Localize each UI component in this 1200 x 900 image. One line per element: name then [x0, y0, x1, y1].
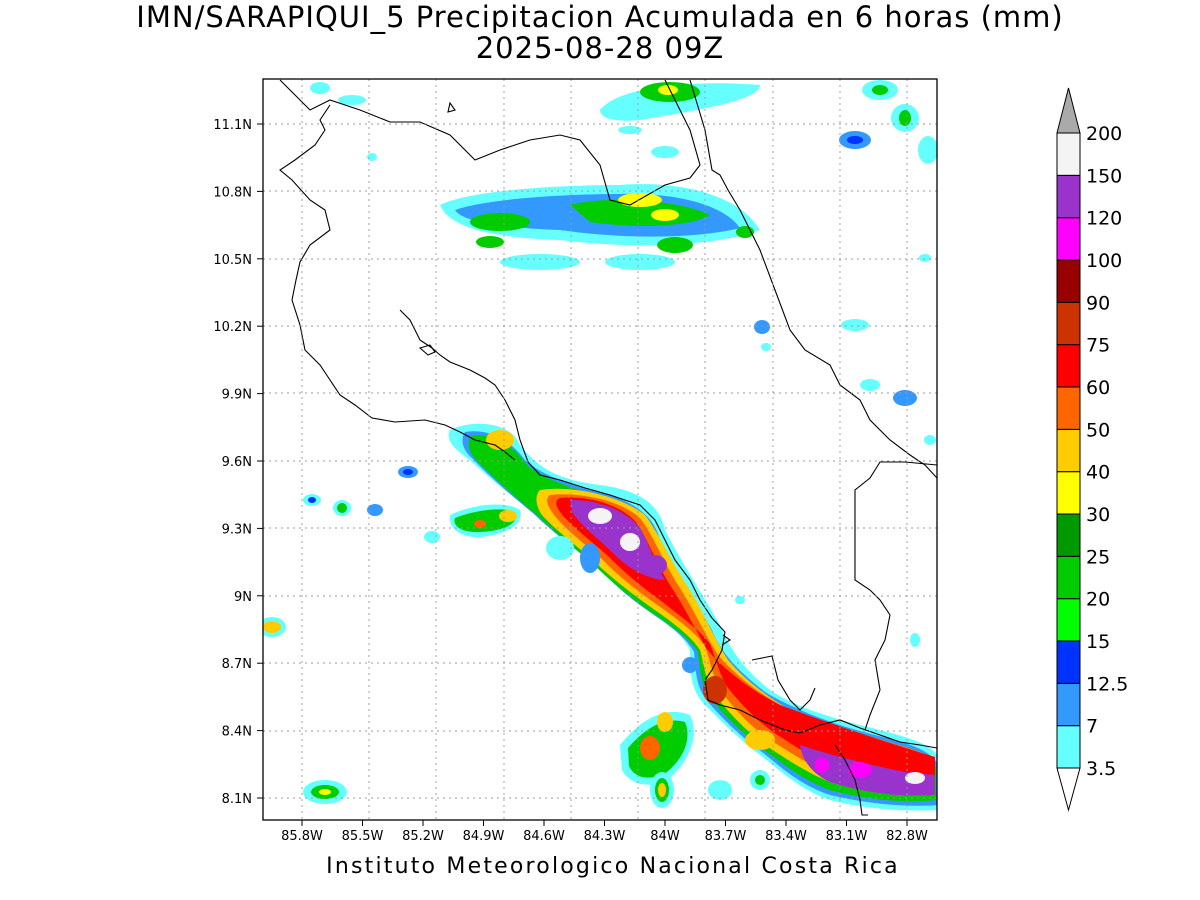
colorbar-level-label: 50	[1086, 419, 1110, 441]
colorbar-arrow-high	[1056, 87, 1081, 134]
colorbar-swatch	[1056, 132, 1081, 176]
lon-tick-label: 82.8W	[886, 829, 928, 844]
colorbar-level-label: 7	[1086, 716, 1098, 738]
lon-tick-label: 83.1W	[826, 829, 868, 844]
lat-tick-label: 8.4N	[222, 725, 252, 740]
colorbar-level-label: 3.5	[1086, 758, 1116, 780]
colorbar-swatch	[1056, 344, 1081, 388]
lon-tick-label: 83.7W	[705, 829, 747, 844]
lon-tick-label: 85.5W	[342, 829, 384, 844]
colorbar-swatch	[1056, 471, 1081, 515]
rain-cells-top	[310, 80, 937, 164]
graticule	[263, 79, 937, 820]
title-line-1: IMN/SARAPIQUI_5 Precipitacion Acumulada …	[136, 0, 1064, 34]
colorbar-arrow-low	[1056, 767, 1081, 812]
colorbar-level-label: 30	[1086, 504, 1110, 526]
colorbar-level-label: 90	[1086, 292, 1110, 314]
lat-tick-label: 9N	[234, 590, 252, 605]
rain-band-main	[448, 423, 937, 811]
colorbar-level-label: 120	[1086, 208, 1122, 230]
lon-tick-label: 83.4W	[765, 829, 807, 844]
longitude-axis: 85.8W 85.5W 85.2W 84.9W 84.6W 84.3W 84W 83.7W 83…	[281, 820, 928, 844]
chart-title: IMN/SARAPIQUI_5 Precipitacion Acumulada …	[0, 2, 1200, 64]
colorbar-level-label: 75	[1086, 335, 1110, 357]
colorbar-swatch	[1056, 598, 1081, 642]
latitude-axis: 11.1N 10.8N 10.5N 10.2N 9.9N 9.6N 9.3N 9N 8.7N 8.…	[213, 118, 263, 807]
colorbar-level-label: 20	[1086, 589, 1110, 611]
colorbar-level-label: 12.5	[1086, 673, 1128, 695]
lat-tick-label: 10.5N	[213, 253, 252, 268]
lat-tick-label: 9.3N	[222, 522, 252, 537]
colorbar: 3.5 7 12.5 15 20 25 30 40 50 60 75 90 100 120 150 200	[1056, 87, 1128, 812]
lat-tick-label: 9.6N	[222, 455, 252, 470]
lat-tick-label: 9.9N	[222, 388, 252, 403]
colorbar-swatch	[1056, 217, 1081, 261]
lat-tick-label: 8.7N	[222, 657, 252, 672]
rain-cells-east	[754, 254, 936, 647]
colorbar-swatch	[1056, 555, 1081, 600]
colorbar-level-label: 60	[1086, 377, 1110, 399]
colorbar-level-label: 25	[1086, 546, 1110, 568]
lat-tick-label: 10.8N	[213, 185, 252, 200]
lat-tick-label: 8.1N	[222, 792, 252, 807]
lon-tick-label: 84.9W	[463, 829, 505, 844]
coastlines	[279, 79, 937, 816]
colorbar-swatch	[1056, 174, 1081, 219]
footer-credit: Instituto Meteorologico Nacional Costa R…	[326, 854, 900, 879]
rain-band-north	[440, 184, 760, 270]
lon-tick-label: 84W	[650, 829, 680, 844]
colorbar-level-label: 15	[1086, 631, 1110, 653]
colorbar-swatch	[1056, 259, 1081, 303]
colorbar-level-label: 40	[1086, 462, 1110, 484]
colorbar-level-label: 150	[1086, 165, 1122, 187]
rain-cells-west	[263, 430, 600, 804]
colorbar-level-label: 200	[1086, 123, 1122, 145]
rain-cells-south	[620, 596, 775, 808]
lon-tick-label: 84.6W	[523, 829, 565, 844]
precipitation-field	[263, 80, 937, 811]
colorbar-swatch	[1056, 428, 1081, 473]
colorbar-swatch	[1056, 386, 1081, 430]
colorbar-swatch	[1056, 725, 1081, 769]
colorbar-swatch	[1056, 640, 1081, 684]
lon-tick-label: 85.8W	[281, 829, 323, 844]
lon-tick-label: 84.3W	[584, 829, 626, 844]
colorbar-swatch	[1056, 513, 1081, 557]
lat-tick-label: 11.1N	[213, 118, 252, 133]
lat-tick-label: 10.2N	[213, 320, 252, 335]
colorbar-level-label: 100	[1086, 250, 1122, 272]
colorbar-swatch	[1056, 301, 1081, 346]
title-line-2: 2025-08-28 09Z	[475, 31, 725, 65]
map-frame	[262, 78, 938, 821]
lon-tick-label: 85.2W	[402, 829, 444, 844]
colorbar-swatch	[1056, 682, 1081, 727]
